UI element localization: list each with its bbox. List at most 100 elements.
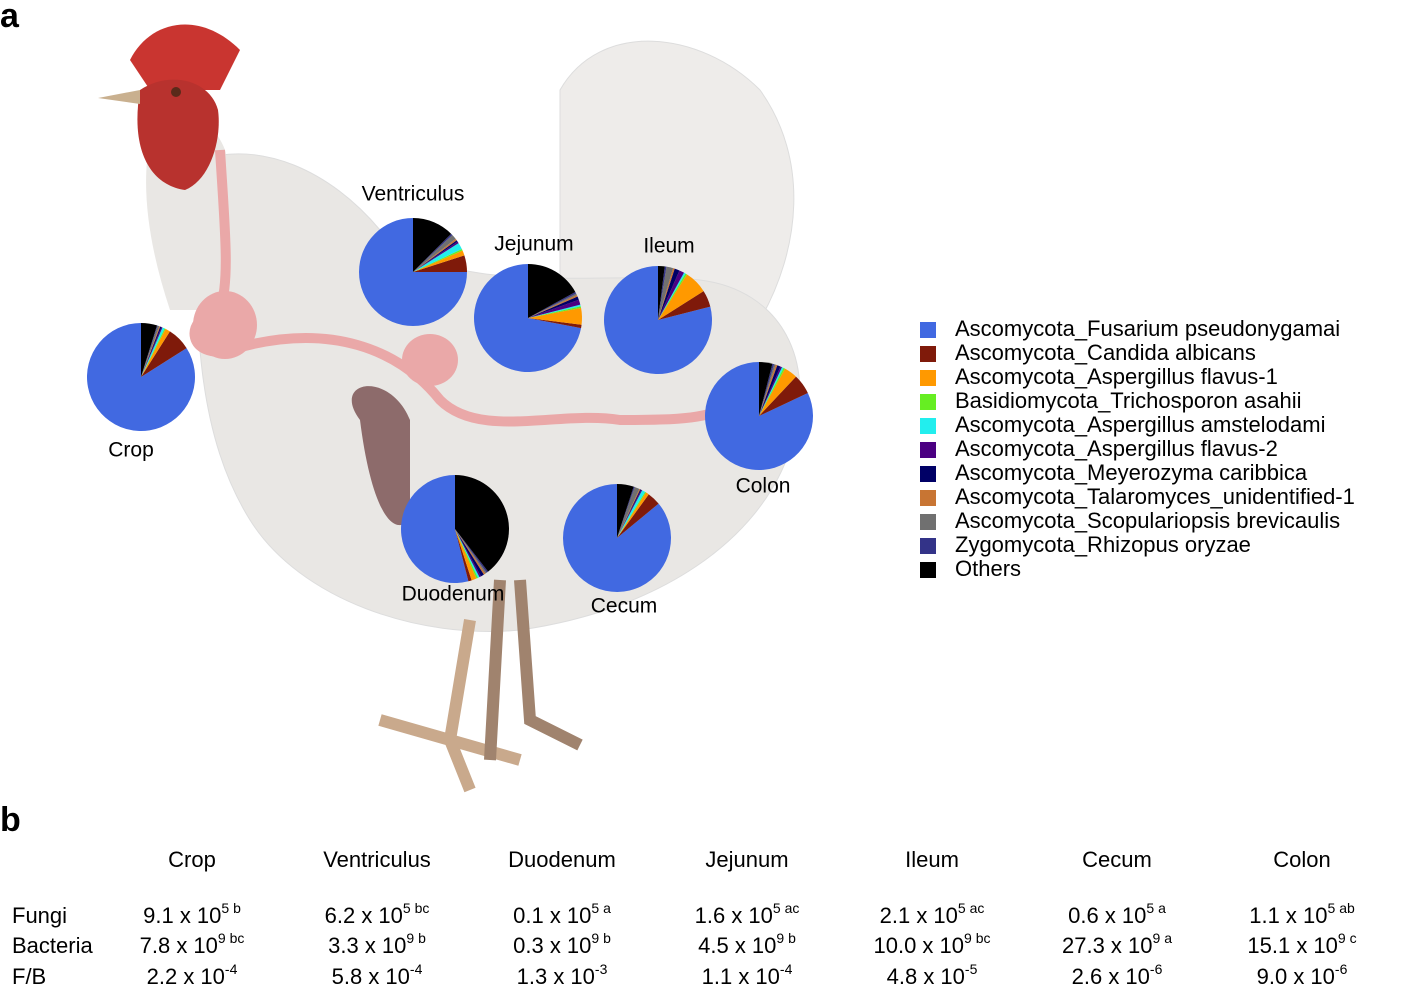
cell-base: 6.2 x 10 — [325, 903, 403, 928]
table-cell: 9.1 x 105 b — [143, 900, 241, 928]
cell-base: 1.6 x 10 — [695, 903, 773, 928]
cell-base: 9.0 x 10 — [1257, 964, 1335, 989]
pie-slice — [528, 299, 581, 318]
legend-label: Ascomycota_Scopulariopsis brevicaulis — [955, 508, 1340, 533]
column-header: Ventriculus — [323, 847, 431, 872]
pie-slice — [141, 331, 187, 377]
pie-slice — [141, 328, 166, 377]
cell-base: 7.8 x 10 — [140, 933, 218, 958]
pie-slice — [617, 484, 634, 538]
cell-base: 15.1 x 10 — [1247, 933, 1338, 958]
cell-superscript: 9 b — [776, 930, 796, 946]
pie-slice — [141, 326, 162, 377]
cell-superscript: -4 — [225, 961, 238, 977]
table-cell: 1.1 x 10-4 — [702, 961, 793, 989]
cell-superscript: 9 a — [1153, 930, 1173, 946]
legend-label: Basidiomycota_Trichosporon asahii — [955, 388, 1301, 413]
column-header: Cecum — [1082, 847, 1152, 872]
cell-base: 9.1 x 10 — [143, 903, 221, 928]
pie-slice — [658, 272, 686, 320]
pie-slice — [141, 327, 165, 377]
pie-slice — [617, 491, 646, 538]
pie-slice — [617, 490, 646, 538]
cell-base: 4.8 x 10 — [887, 964, 965, 989]
pie-slice — [455, 529, 484, 577]
pie-slice — [528, 293, 577, 318]
table-cell: 2.1 x 105 ac — [880, 900, 985, 928]
table-cell: 1.1 x 105 ab — [1249, 900, 1355, 928]
table-cell: 2.6 x 10-6 — [1072, 961, 1163, 989]
pie-slice — [617, 488, 641, 538]
table-cell: 0.6 x 105 a — [1068, 900, 1166, 928]
row-label: Fungi — [12, 903, 67, 928]
cell-superscript: 9 bc — [964, 930, 990, 946]
table-cell: 7.8 x 109 bc — [140, 930, 245, 958]
legend-swatch — [920, 538, 936, 554]
cell-superscript: 5 a — [1146, 900, 1166, 916]
pie-title: Ileum — [643, 235, 694, 258]
pie-slice — [759, 363, 775, 416]
legend-label: Ascomycota_Talaromyces_unidentified-1 — [955, 484, 1355, 509]
pie-slice — [413, 218, 452, 272]
pie-slice — [455, 529, 489, 573]
pie-title: Colon — [736, 475, 791, 498]
cell-base: 0.1 x 10 — [513, 903, 591, 928]
pie-slice — [617, 486, 640, 538]
pie-slice — [141, 326, 161, 377]
pie-slice — [658, 266, 665, 320]
pie-slice — [658, 291, 711, 320]
pie-slice — [413, 250, 465, 272]
pie-slice — [455, 529, 487, 574]
cell-superscript: -5 — [965, 961, 978, 977]
pie-slice — [528, 291, 577, 318]
pie-slice — [455, 475, 509, 572]
legend-label: Ascomycota_Fusarium pseudonygamai — [955, 316, 1340, 341]
cell-base: 2.6 x 10 — [1072, 964, 1150, 989]
cell-base: 1.1 x 10 — [702, 964, 780, 989]
cell-base: 1.1 x 10 — [1249, 903, 1327, 928]
pie-slice — [141, 325, 158, 377]
table-cell: 10.0 x 109 bc — [874, 930, 991, 958]
pie-slice — [413, 255, 468, 272]
cell-base: 4.5 x 10 — [698, 933, 776, 958]
table-cell: 1.3 x 10-3 — [517, 961, 608, 989]
column-header: Ileum — [905, 847, 959, 872]
pie-slice — [413, 233, 453, 272]
legend-label: Zygomycota_Rhizopus oryzae — [955, 532, 1251, 557]
panel-label: b — [0, 801, 21, 839]
pie-slice — [413, 241, 459, 272]
table-cell: 9.0 x 10-6 — [1257, 961, 1348, 989]
pie-slice — [759, 364, 778, 416]
legend-swatch — [920, 490, 936, 506]
pie-slice — [759, 365, 781, 416]
table-cell: 4.5 x 109 b — [698, 930, 796, 958]
pie-slice — [141, 327, 163, 377]
pie-slice — [413, 238, 457, 272]
pie-slice — [658, 268, 680, 320]
legend-swatch — [920, 442, 936, 458]
pie-slice — [759, 376, 808, 416]
pie-slice — [413, 240, 458, 272]
pie-slice — [528, 306, 582, 318]
column-header: Colon — [1273, 847, 1330, 872]
pie-title: Cecum — [591, 595, 658, 618]
pie-slice — [455, 529, 480, 578]
pie-slice — [759, 364, 776, 416]
pie-title: Ventriculus — [362, 183, 465, 206]
cell-superscript: 5 ac — [958, 900, 984, 916]
row-label: Bacteria — [12, 933, 93, 958]
table-cell: 1.6 x 105 ac — [695, 900, 800, 928]
pie-title: Duodenum — [402, 583, 505, 606]
legend-label: Ascomycota_Aspergillus amstelodami — [955, 412, 1326, 437]
pie-slice — [617, 486, 635, 538]
table-cell: 4.8 x 10-5 — [887, 961, 978, 989]
cell-base: 0.6 x 10 — [1068, 903, 1146, 928]
column-header: Jejunum — [705, 847, 788, 872]
cell-superscript: 5 ab — [1328, 900, 1355, 916]
table-cell: 5.8 x 10-4 — [332, 961, 423, 989]
pie-slice — [528, 264, 576, 318]
pie-slice — [759, 366, 782, 416]
panel-label: a — [0, 0, 20, 35]
chicken-illustration — [98, 24, 801, 793]
table-cell: 3.3 x 109 b — [328, 930, 426, 958]
